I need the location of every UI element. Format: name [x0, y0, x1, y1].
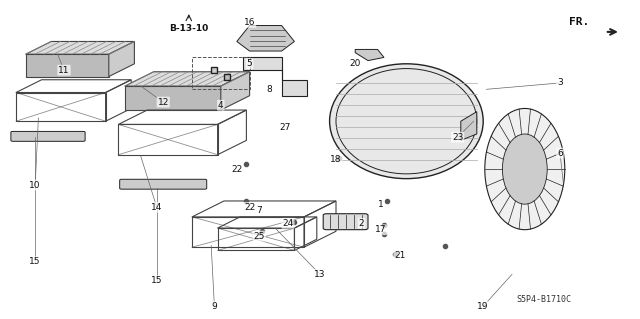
Text: 6: 6: [557, 149, 563, 158]
Ellipse shape: [502, 134, 547, 204]
Text: 2: 2: [359, 219, 364, 228]
Text: 17: 17: [375, 225, 387, 234]
Polygon shape: [461, 112, 477, 140]
Polygon shape: [109, 41, 134, 77]
Polygon shape: [26, 41, 134, 54]
Polygon shape: [26, 54, 109, 77]
Text: 23: 23: [452, 133, 463, 142]
Text: 7: 7: [257, 206, 262, 215]
Text: 14: 14: [151, 203, 163, 212]
Text: 10: 10: [29, 181, 41, 189]
Ellipse shape: [330, 64, 483, 179]
Text: 16: 16: [244, 18, 255, 27]
Polygon shape: [355, 49, 384, 61]
Polygon shape: [125, 86, 221, 110]
Text: FR.: FR.: [568, 17, 589, 27]
Text: 13: 13: [314, 270, 326, 279]
Text: 22: 22: [244, 203, 255, 212]
Text: 1: 1: [378, 200, 383, 209]
Text: 3: 3: [557, 78, 563, 87]
Text: 11: 11: [58, 66, 70, 75]
FancyBboxPatch shape: [120, 179, 207, 189]
FancyBboxPatch shape: [323, 214, 368, 230]
Polygon shape: [125, 72, 250, 86]
Text: 20: 20: [349, 59, 361, 68]
Polygon shape: [221, 72, 250, 110]
Ellipse shape: [485, 108, 564, 230]
Text: 27: 27: [279, 123, 291, 132]
Text: 19: 19: [477, 302, 489, 311]
Text: 18: 18: [330, 155, 342, 164]
Text: 15: 15: [151, 276, 163, 285]
Text: 9: 9: [212, 302, 217, 311]
Text: 5: 5: [247, 59, 252, 68]
Polygon shape: [243, 57, 307, 96]
Text: S5P4-B1710C: S5P4-B1710C: [516, 295, 572, 304]
FancyBboxPatch shape: [11, 131, 85, 141]
Text: 21: 21: [394, 251, 406, 260]
Bar: [192, 57, 250, 89]
Text: 25: 25: [253, 232, 265, 241]
Text: 12: 12: [157, 98, 169, 107]
Polygon shape: [237, 26, 294, 51]
Text: 15: 15: [29, 257, 41, 266]
Text: 24: 24: [282, 219, 294, 228]
Text: 4: 4: [218, 101, 223, 110]
Text: B-13-10: B-13-10: [169, 24, 209, 33]
Text: 22: 22: [231, 165, 243, 174]
Text: 8: 8: [266, 85, 271, 94]
